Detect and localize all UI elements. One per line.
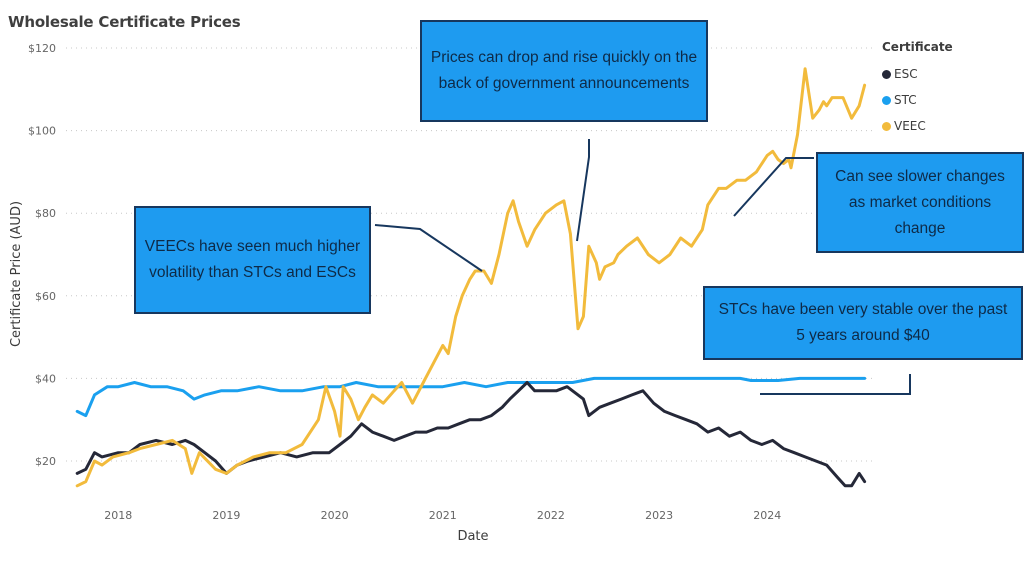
x-tick-label: 2019 [212,509,240,522]
legend: Certificate ESC STC VEEC [882,40,953,139]
x-axis-label: Date [457,529,488,544]
y-tick-label: $80 [35,207,56,220]
callout-stc-stable: STCs have been very stable over the past… [703,286,1023,360]
series-line-stc [75,376,867,418]
callout-text: Can see slower changes as market conditi… [835,167,1005,237]
y-tick-label: $60 [35,290,56,303]
callout-connectors [374,139,911,395]
x-tick-label: 2021 [429,509,457,522]
legend-item-veec[interactable]: VEEC [882,113,953,139]
legend-title: Certificate [882,40,953,54]
legend-item-esc[interactable]: ESC [882,61,953,87]
series-lines [75,67,867,488]
callout-text: STCs have been very stable over the past… [718,301,1008,344]
legend-label-esc: ESC [894,67,918,81]
y-tick-label: $120 [28,42,56,55]
x-tick-label: 2023 [645,509,673,522]
series-line-esc [75,381,867,488]
legend-label-stc: STC [894,93,917,107]
y-axis-label: Certificate Price (AUD) [9,201,24,347]
callout-text: Prices can drop and rise quickly on the … [430,49,698,92]
legend-dot-veec [882,121,891,131]
connector-c1 [576,139,590,242]
legend-item-stc[interactable]: STC [882,87,953,113]
x-tick-label: 2024 [753,509,781,522]
x-axis-ticks: 2018 2019 2020 2021 2022 2023 2024 [104,509,781,522]
callout-text: VEECs have seen much higher volatility t… [144,238,361,281]
callout-veec-volatility: VEECs have seen much higher volatility t… [134,206,371,314]
x-tick-label: 2020 [321,509,349,522]
connector-c3 [733,157,814,217]
y-tick-label: $100 [28,125,56,138]
chart-title: Wholesale Certificate Prices [8,13,241,31]
series-line-veec [75,67,867,488]
y-tick-label: $40 [35,372,56,385]
y-axis-ticks: $20 $40 $60 $80 $100 $120 [28,42,56,468]
y-tick-label: $20 [35,455,56,468]
legend-dot-stc [882,95,891,105]
connector-c4 [760,374,911,395]
callout-government-announcements: Prices can drop and rise quickly on the … [420,20,708,122]
legend-dot-esc [882,69,891,79]
callout-slower-changes: Can see slower changes as market conditi… [816,152,1024,253]
x-tick-label: 2018 [104,509,132,522]
legend-label-veec: VEEC [894,119,926,133]
x-tick-label: 2022 [537,509,565,522]
connector-c2 [374,224,483,272]
